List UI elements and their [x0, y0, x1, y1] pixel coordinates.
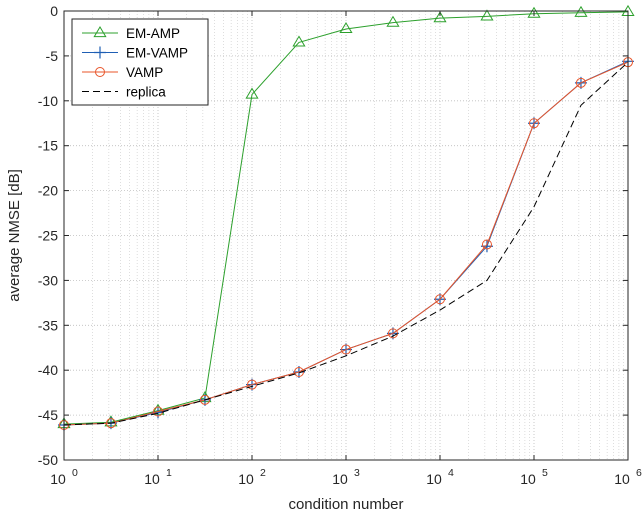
legend-label: EM-VAMP	[126, 46, 188, 61]
series-line-vamp	[63, 61, 629, 426]
x-tick-exponent: 1	[166, 467, 172, 479]
y-axis-label: average NMSE [dB]	[6, 169, 23, 302]
y-tick-label: -45	[38, 407, 58, 423]
y-tick-label: -20	[38, 183, 58, 199]
triangle-marker	[386, 15, 400, 27]
triangle-marker	[339, 21, 353, 34]
legend: EM-AMP EM-VAMP VAMP replica	[71, 18, 209, 106]
y-tick-label: -10	[38, 93, 58, 109]
circle-marker	[529, 118, 539, 129]
triangle-marker	[245, 87, 259, 99]
triangle-marker	[292, 35, 306, 47]
triangle-marker	[433, 11, 447, 23]
x-tick-label: 10	[332, 471, 348, 487]
x-tick-exponent: 0	[72, 467, 78, 479]
y-tick-label: -25	[38, 228, 58, 244]
circle-marker	[481, 239, 492, 250]
circle-marker	[95, 67, 105, 77]
x-tick-label: 10	[614, 471, 630, 487]
x-axis-label: condition number	[288, 496, 403, 513]
legend-label: EM-AMP	[126, 26, 180, 41]
circle-marker	[341, 344, 351, 355]
x-tick-label: 10	[238, 471, 254, 487]
y-tick-label: -40	[38, 362, 58, 378]
y-tick-label: -35	[38, 317, 58, 333]
x-tick-exponent: 3	[354, 467, 360, 479]
series-line-replica	[63, 61, 629, 426]
triangle-marker	[574, 5, 588, 17]
x-tick-label: 10	[426, 471, 442, 487]
x-tick-exponent: 6	[636, 467, 642, 479]
y-tick-label: -5	[46, 48, 59, 64]
circle-marker	[435, 294, 445, 305]
legend-label: VAMP	[126, 65, 163, 80]
legend-label: replica	[126, 85, 166, 100]
axis-ticks: 10 0 10 1 10 2 10 3 10 4 10 5 10 6 0 -5 -10 -15 -20 -25 -30 -…	[38, 3, 642, 487]
triangle-marker	[93, 26, 107, 38]
y-tick-label: -15	[38, 138, 58, 154]
circle-marker	[247, 379, 257, 390]
x-tick-label: 10	[50, 471, 66, 487]
triangle-marker	[527, 6, 541, 18]
y-tick-label: -50	[38, 452, 58, 468]
x-tick-label: 10	[144, 471, 160, 487]
y-tick-label: 0	[50, 3, 58, 19]
circle-marker	[293, 366, 304, 377]
circle-marker	[199, 394, 210, 405]
x-tick-exponent: 5	[542, 467, 548, 479]
plus-marker	[94, 46, 106, 59]
x-tick-label: 10	[520, 471, 536, 487]
circle-marker	[105, 418, 116, 429]
x-tick-exponent: 2	[260, 467, 266, 479]
circle-marker	[575, 77, 586, 88]
x-tick-exponent: 4	[448, 467, 454, 479]
y-tick-label: -30	[38, 272, 58, 288]
triangle-marker	[480, 9, 494, 21]
